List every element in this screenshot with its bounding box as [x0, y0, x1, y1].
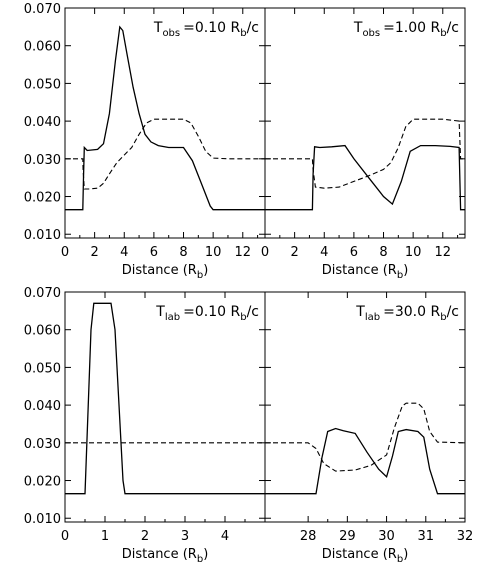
- x-tick-label: 0: [261, 245, 269, 260]
- panel-annotation: Tlab =30.0 Rb/c: [355, 304, 459, 323]
- plot-frame: [264, 291, 466, 523]
- x-tick-label: 32: [457, 529, 474, 544]
- x-tick-label: 12: [235, 245, 252, 260]
- y-tick-label: 0.060: [24, 40, 61, 55]
- panels: 0.010 0.020 0.030 0.040 0.050 0.060 0.070 0 2 4 6 8…: [24, 2, 473, 565]
- x-tick-label: 8: [179, 245, 187, 260]
- x-axis-label: Distance (Rb): [322, 547, 409, 565]
- x-tick-label: 4: [320, 245, 328, 260]
- chart-panel-3: 0.010 0.020 0.030 0.040 0.050 0.060 0.070 0 1 2 3 4…: [24, 286, 266, 565]
- series-solid-line: [65, 302, 265, 495]
- plot-frame: [64, 291, 266, 523]
- series-solid-line: [265, 427, 465, 495]
- x-axis-label: Distance (Rb): [122, 263, 209, 281]
- x-tick-label: 2: [141, 529, 149, 544]
- x-tick-label: 30: [378, 529, 395, 544]
- chart-panel-4: 28 29 30 31 32 Distance (Rb) Tlab =30.0 Rb/c: [264, 291, 474, 565]
- x-tick-label: 2: [90, 245, 98, 260]
- series-dashed-line: [65, 118, 265, 190]
- x-tick-label: 28: [300, 529, 317, 544]
- x-tick-label: 6: [150, 245, 158, 260]
- x-tick-label: 1: [101, 529, 109, 544]
- y-tick-label: 0.040: [24, 115, 61, 130]
- x-tick-label: 3: [181, 529, 189, 544]
- x-tick-label: 29: [339, 529, 356, 544]
- chart-panel-1: 0.010 0.020 0.030 0.040 0.050 0.060 0.070 0 2 4 6 8…: [24, 2, 266, 281]
- x-tick-label: 0: [61, 245, 69, 260]
- plot-frame: [64, 7, 266, 239]
- x-tick-label: 4: [221, 529, 229, 544]
- y-tick-label: 0.020: [24, 191, 61, 206]
- y-tick-label: 0.030: [24, 437, 61, 452]
- y-tick-label: 0.050: [24, 361, 61, 376]
- x-tick-label: 10: [405, 245, 422, 260]
- x-tick-label: 0: [61, 529, 69, 544]
- y-tick-label: 0.030: [24, 153, 61, 168]
- series-solid-line: [265, 144, 465, 211]
- x-tick-label: 8: [379, 245, 387, 260]
- y-tick-label: 0.010: [24, 512, 61, 527]
- plot-frame: [264, 7, 466, 239]
- panel-annotation: Tlab =0.10 Rb/c: [155, 304, 259, 323]
- y-tick-label: 0.050: [24, 77, 61, 92]
- panel-annotation: Tobs =0.10 Rb/c: [153, 20, 259, 39]
- x-axis-label: Distance (Rb): [122, 547, 209, 565]
- x-axis-label: Distance (Rb): [322, 263, 409, 281]
- series-solid-line: [65, 25, 265, 211]
- x-tick-label: 4: [120, 245, 128, 260]
- series-dashed-line: [265, 118, 465, 189]
- y-tick-label: 0.010: [24, 228, 61, 243]
- x-tick-label: 12: [435, 245, 452, 260]
- x-tick-label: 2: [290, 245, 298, 260]
- x-tick-label: 6: [350, 245, 358, 260]
- chart-panel-2: 0 2 4 6 8 10 12 Distance (Rb) Tobs =1.00 Rb/c: [261, 7, 466, 281]
- panel-annotation: Tobs =1.00 Rb/c: [353, 20, 459, 39]
- y-tick-label: 0.060: [24, 324, 61, 339]
- y-tick-label: 0.070: [24, 286, 61, 301]
- x-tick-label: 10: [205, 245, 222, 260]
- x-tick-label: 31: [418, 529, 435, 544]
- series-dashed-line: [265, 402, 466, 472]
- y-tick-label: 0.070: [24, 2, 61, 17]
- y-tick-label: 0.040: [24, 399, 61, 414]
- y-tick-label: 0.020: [24, 475, 61, 490]
